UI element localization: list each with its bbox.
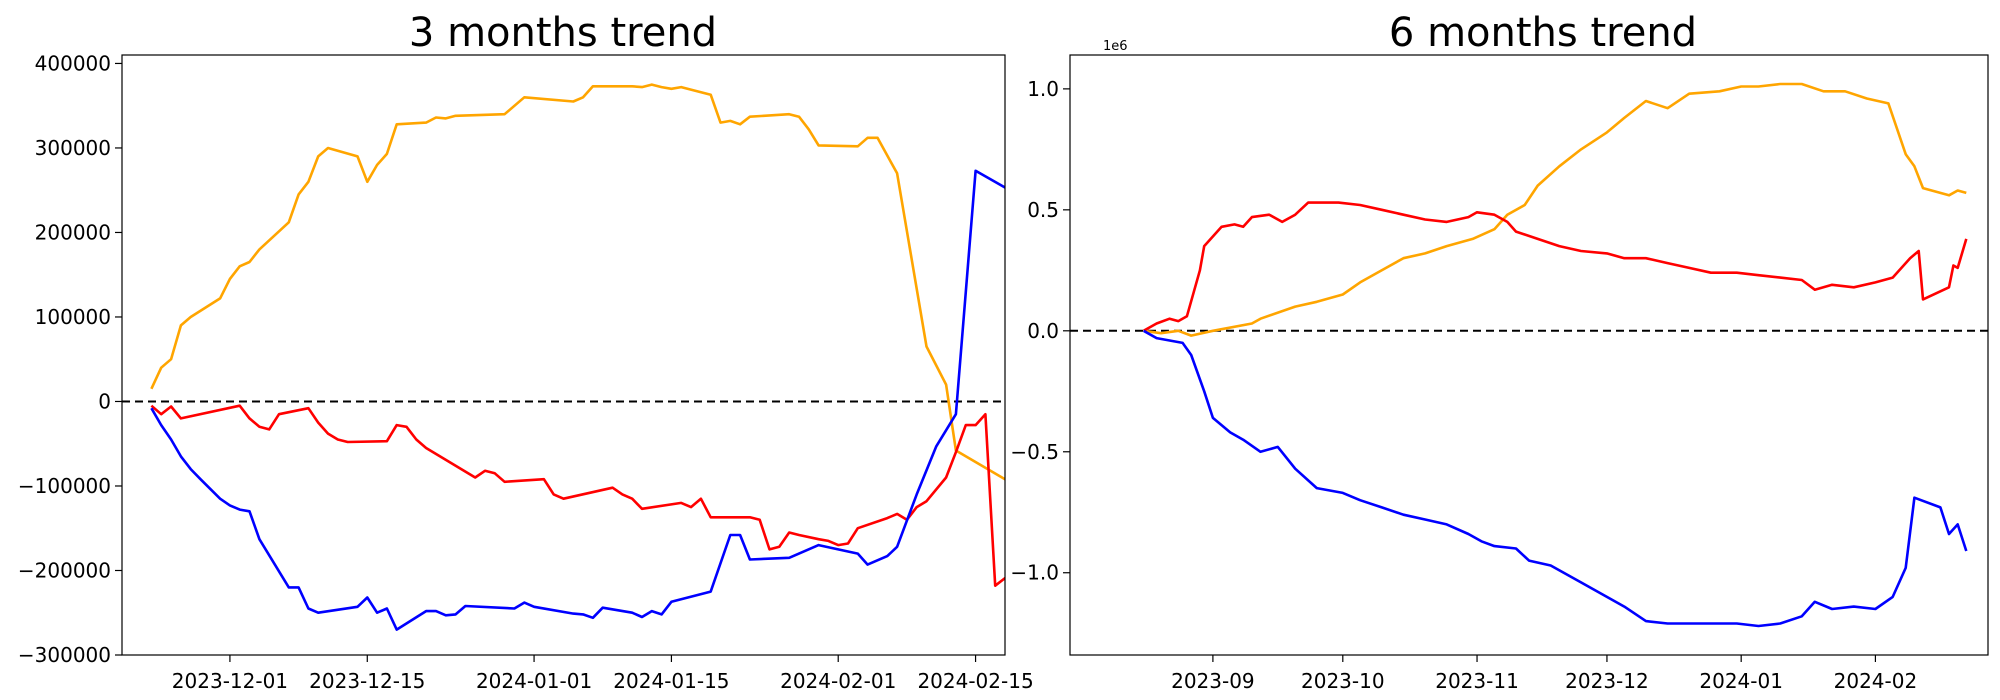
x-tick-label: 2023-11 xyxy=(1435,669,1519,693)
series-line-1 xyxy=(1143,82,1967,337)
y-tick-label: 0 xyxy=(98,389,111,413)
plot-frame xyxy=(121,54,1006,656)
y-tick-label: −200000 xyxy=(18,558,111,582)
x-tick-label: 2023-12 xyxy=(1565,669,1649,693)
x-tick-label: 2023-09 xyxy=(1171,669,1255,693)
y-tick-label: 0.0 xyxy=(1027,319,1059,343)
plot-area: −300000 −200000 −100000 0 100000 200000 300000… xyxy=(18,51,1034,693)
chart-title: 6 months trend xyxy=(1389,10,1697,56)
y-tick-label: 100000 xyxy=(35,305,111,329)
x-tick-label: 2024-01-15 xyxy=(613,669,729,693)
series-line-3 xyxy=(1142,329,1968,628)
x-tick-label: 2024-02-01 xyxy=(780,669,896,693)
series-line-3 xyxy=(150,169,1005,631)
series-line-1 xyxy=(150,83,1005,481)
x-tick-label: 2024-02-15 xyxy=(917,669,1033,693)
x-tick-label: 2023-12-15 xyxy=(309,669,425,693)
plot-area: −1.0 −0.5 0.0 0.5 1.0 2023-09 2023-10 2023-11 20… xyxy=(1010,54,1989,693)
x-tick-label: 2024-01-01 xyxy=(476,669,592,693)
series-line-2 xyxy=(150,404,1005,588)
chart-title: 3 months trend xyxy=(409,10,717,56)
y-tick-label: 200000 xyxy=(35,220,111,244)
y-tick-label: −100000 xyxy=(18,474,111,498)
y-tick-label: −1.0 xyxy=(1010,561,1059,585)
y-tick-label: −300000 xyxy=(18,643,111,667)
y-tick-label: −0.5 xyxy=(1010,440,1059,464)
y-tick-label: 300000 xyxy=(35,136,111,160)
chart-3-months: 3 months trend −300000 −200000 −100000 0 100… xyxy=(18,10,1034,693)
plot-frame xyxy=(1069,54,1989,656)
x-tick-label: 2024-01 xyxy=(1699,669,1783,693)
x-tick-label: 2024-02 xyxy=(1834,669,1918,693)
y-tick-label: 0.5 xyxy=(1027,198,1059,222)
x-tick-label: 2023-10 xyxy=(1301,669,1385,693)
x-tick-label: 2023-12-01 xyxy=(172,669,288,693)
y-tick-label: 1.0 xyxy=(1027,77,1059,101)
y-tick-label: 400000 xyxy=(35,51,111,75)
y-offset-label: 1e6 xyxy=(1103,39,1128,54)
chart-6-months: 6 months trend 1e6 −1.0 −0.5 0.0 0.5 1.0 2023… xyxy=(1010,10,1989,693)
series-line-2 xyxy=(1142,201,1968,332)
